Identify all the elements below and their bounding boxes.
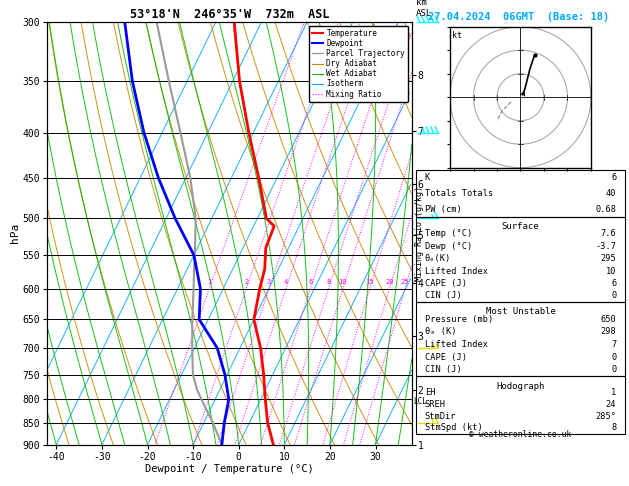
X-axis label: Dewpoint / Temperature (°C): Dewpoint / Temperature (°C) [145, 465, 314, 474]
Text: 3: 3 [267, 279, 271, 285]
Text: 285°: 285° [595, 412, 616, 421]
Text: 650: 650 [601, 315, 616, 324]
Bar [416, 302, 625, 376]
Bar [416, 217, 625, 302]
Text: 6: 6 [611, 279, 616, 288]
Text: 4: 4 [284, 279, 288, 285]
Text: SREH: SREH [425, 400, 446, 409]
Text: CAPE (J): CAPE (J) [425, 279, 467, 288]
Text: 295: 295 [601, 254, 616, 263]
Text: -3.7: -3.7 [595, 242, 616, 251]
Text: 2: 2 [244, 279, 248, 285]
Bar [416, 376, 625, 434]
Text: kt: kt [452, 32, 462, 40]
Text: LCL: LCL [413, 397, 427, 406]
Text: 7.6: 7.6 [601, 229, 616, 239]
Text: 298: 298 [601, 328, 616, 336]
Text: StmDir: StmDir [425, 412, 456, 421]
Text: K: K [425, 174, 430, 182]
Text: 6: 6 [611, 174, 616, 182]
Text: 0: 0 [611, 365, 616, 374]
Text: Hodograph: Hodograph [496, 382, 545, 391]
Text: 0: 0 [611, 291, 616, 300]
Title: 53°18'N  246°35'W  732m  ASL: 53°18'N 246°35'W 732m ASL [130, 8, 330, 21]
Text: 40: 40 [606, 189, 616, 198]
Text: © weatheronline.co.uk: © weatheronline.co.uk [469, 430, 572, 439]
Text: Temp (°C): Temp (°C) [425, 229, 472, 239]
Text: θₑ (K): θₑ (K) [425, 328, 456, 336]
Text: 6: 6 [308, 279, 313, 285]
Text: CIN (J): CIN (J) [425, 291, 462, 300]
Text: km
ASL: km ASL [416, 0, 431, 17]
Text: Totals Totals: Totals Totals [425, 189, 493, 198]
Text: 8: 8 [611, 423, 616, 433]
Text: 25: 25 [401, 279, 409, 285]
Text: Lifted Index: Lifted Index [425, 340, 487, 349]
Text: 15: 15 [365, 279, 374, 285]
Text: Pressure (mb): Pressure (mb) [425, 315, 493, 324]
Text: 24: 24 [606, 400, 616, 409]
Text: Mixing Ratio (g/kg): Mixing Ratio (g/kg) [415, 186, 424, 281]
Text: 10: 10 [606, 266, 616, 276]
Text: 8: 8 [326, 279, 331, 285]
Text: Lifted Index: Lifted Index [425, 266, 487, 276]
Text: 1: 1 [207, 279, 211, 285]
Text: StmSpd (kt): StmSpd (kt) [425, 423, 482, 433]
Text: Most Unstable: Most Unstable [486, 308, 555, 316]
Legend: Temperature, Dewpoint, Parcel Trajectory, Dry Adiabat, Wet Adiabat, Isotherm, Mi: Temperature, Dewpoint, Parcel Trajectory… [309, 26, 408, 102]
Bar [416, 170, 625, 217]
Text: CAPE (J): CAPE (J) [425, 353, 467, 362]
Text: 10: 10 [338, 279, 347, 285]
Text: EH: EH [425, 388, 435, 398]
Text: 0: 0 [611, 353, 616, 362]
Y-axis label: hPa: hPa [10, 223, 20, 243]
Text: Dewp (°C): Dewp (°C) [425, 242, 472, 251]
Text: 20: 20 [385, 279, 394, 285]
Text: θₑ(K): θₑ(K) [425, 254, 451, 263]
Text: 27.04.2024  06GMT  (Base: 18): 27.04.2024 06GMT (Base: 18) [428, 12, 610, 22]
Text: 7: 7 [611, 340, 616, 349]
Text: 1: 1 [611, 388, 616, 398]
Text: Surface: Surface [502, 222, 539, 231]
Text: PW (cm): PW (cm) [425, 205, 462, 213]
Text: CIN (J): CIN (J) [425, 365, 462, 374]
Text: 0.68: 0.68 [595, 205, 616, 213]
